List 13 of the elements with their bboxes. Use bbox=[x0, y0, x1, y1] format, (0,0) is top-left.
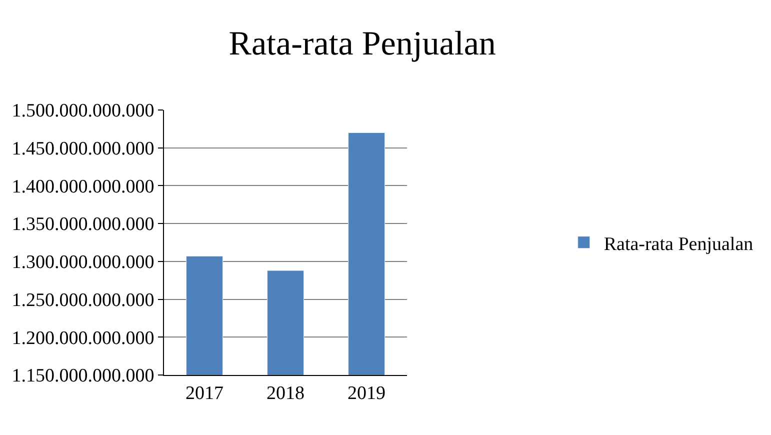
x-tick-label: 2017 bbox=[186, 382, 224, 404]
y-tick-label: 1.350.000.000.000 bbox=[12, 214, 154, 236]
y-tick-label: 1.150.000.000.000 bbox=[12, 366, 154, 387]
x-tick-label: 2019 bbox=[348, 382, 386, 404]
y-tick-label: 1.250.000.000.000 bbox=[12, 290, 154, 311]
y-tick-label: 1.300.000.000.000 bbox=[12, 252, 154, 274]
x-tick-label: 2018 bbox=[266, 382, 305, 404]
y-tick-label: 1.450.000.000.000 bbox=[12, 138, 154, 160]
y-tick-label: 1.500.000.000.000 bbox=[12, 100, 154, 122]
y-tick-label: 1.400.000.000.000 bbox=[12, 176, 154, 198]
chart-title: Rata-rata Penjualan bbox=[228, 25, 496, 62]
legend-label: Rata-rata Penjualan bbox=[604, 234, 754, 255]
y-tick-label: 1.200.000.000.000 bbox=[12, 328, 154, 349]
